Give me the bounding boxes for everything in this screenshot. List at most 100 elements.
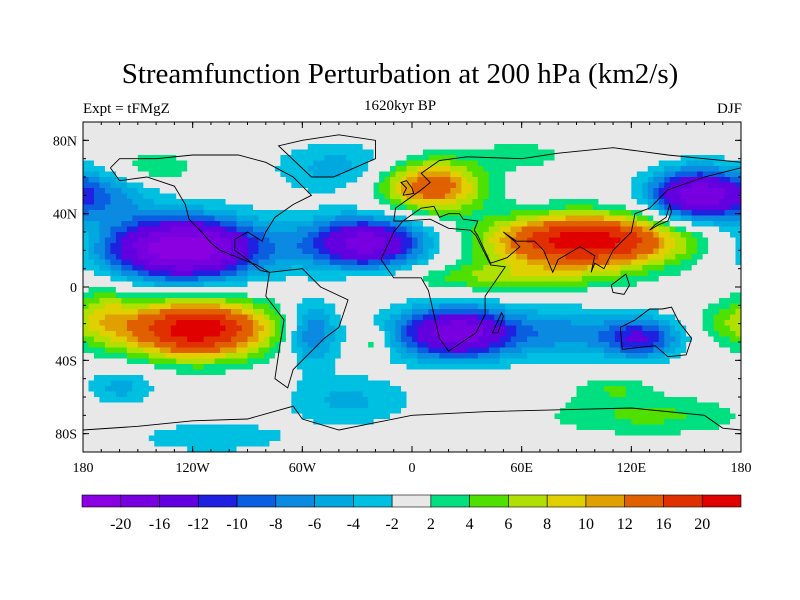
field-cell [291,331,298,337]
field-cell [115,342,122,348]
field-cell [231,342,237,348]
field-cell [422,303,429,310]
field-cell [708,166,714,172]
field-cell [686,292,693,299]
field-cell [390,160,396,167]
field-cell [477,298,484,304]
field-cell [329,298,336,304]
field-cell [642,127,649,134]
field-cell [631,248,638,255]
field-cell [170,281,177,288]
field-cell [269,281,276,288]
field-cell [373,320,380,326]
field-cell [329,221,336,227]
field-cell [214,149,221,156]
field-cell [280,199,287,205]
field-cell [165,127,172,134]
field-cell [713,182,720,189]
field-cell [505,199,512,205]
field-cell [488,144,495,150]
field-cell [263,221,270,227]
field-cell [357,160,364,167]
field-cell [664,226,671,233]
field-cell [412,171,418,178]
field-cell [691,188,698,194]
field-cell [406,188,413,194]
field-cell [159,287,166,293]
field-cell [302,265,309,271]
field-cell [461,287,468,293]
field-cell [538,122,544,128]
field-cell [406,270,413,277]
field-cell [252,149,259,156]
field-cell [466,193,473,200]
field-cell [697,237,704,244]
field-cell [83,243,89,249]
field-cell [176,171,183,178]
field-cell [154,331,161,337]
field-cell [263,193,270,200]
field-cell [680,144,687,150]
field-cell [121,215,128,222]
field-cell [483,298,490,304]
field-cell [669,292,676,299]
field-cell [285,270,292,277]
field-cell [647,254,654,260]
field-cell [357,182,364,189]
field-cell [258,281,265,288]
field-cell [428,248,435,255]
field-cell [329,314,336,321]
field-cell [99,347,106,354]
field-cell [455,188,462,194]
field-cell [658,133,665,139]
field-cell [296,309,303,315]
field-cell [686,320,693,326]
field-cell [658,342,665,348]
field-cell [642,342,649,348]
field-cell [625,122,632,128]
field-cell [93,342,100,348]
field-cell [220,193,226,200]
field-cell [461,336,468,343]
field-cell [669,215,676,222]
field-cell [302,193,309,200]
field-cell [653,155,660,161]
field-cell [713,204,720,211]
field-cell [620,281,627,288]
field-cell [296,325,303,332]
field-cell [543,276,550,282]
field-cell [576,199,583,205]
field-cell [373,254,380,260]
field-cell [702,155,709,161]
field-cell [99,298,106,304]
field-cell [269,303,276,310]
field-cell [669,309,676,315]
field-cell [104,221,111,227]
field-cell [560,199,566,205]
field-cell [159,281,166,288]
field-cell [477,204,484,211]
field-cell [598,342,605,348]
field-cell [313,155,320,161]
field-cell [220,336,226,343]
field-cell [603,133,610,139]
field-cell [483,248,490,255]
field-cell [93,177,100,183]
field-cell [455,199,462,205]
field-cell [395,298,402,304]
field-cell [450,210,457,216]
field-cell [99,248,106,255]
field-cell [653,292,660,299]
field-cell [658,281,665,288]
field-cell [724,204,731,211]
field-cell [104,265,111,271]
field-cell [587,160,594,167]
field-cell [538,221,544,227]
field-cell [455,221,462,227]
field-cell [614,221,621,227]
field-cell [104,303,111,310]
field-cell [313,276,320,282]
field-cell [368,177,375,183]
field-cell [576,237,583,244]
field-cell [192,188,199,194]
